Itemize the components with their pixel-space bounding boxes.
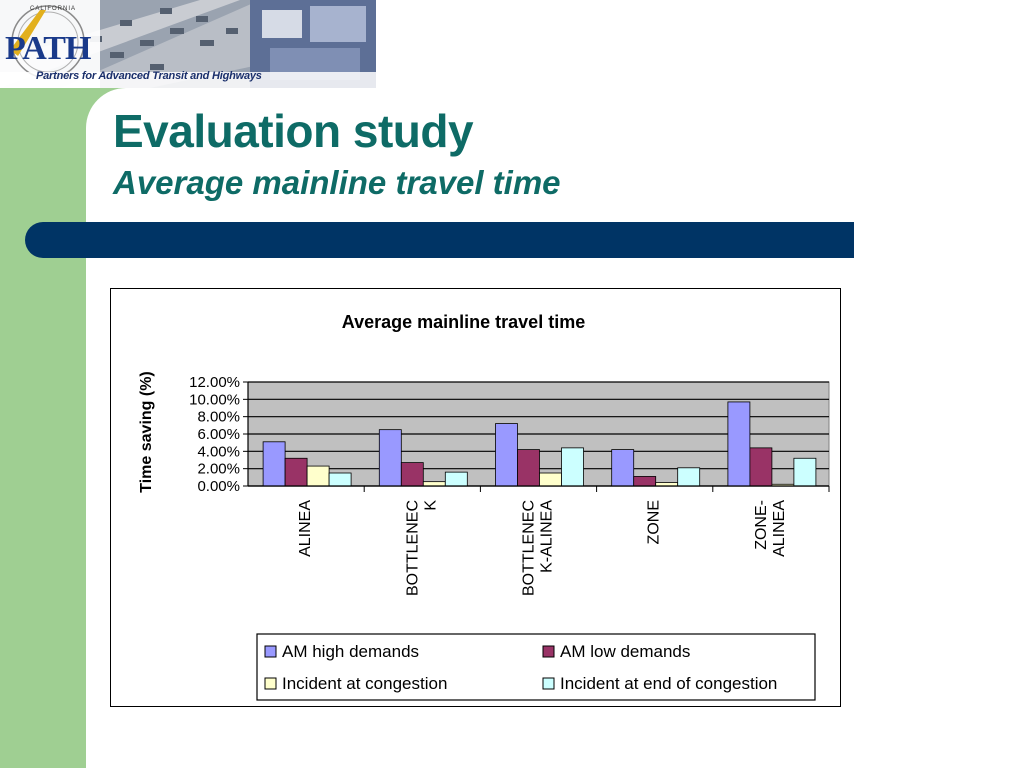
bar-chart: Average mainline travel time Time saving … [138,312,830,701]
bar [444,471,468,487]
x-tick-label: K-ALINEA [539,500,556,573]
bar [749,447,773,487]
bar [727,401,751,487]
bar [495,423,518,487]
bar [793,457,817,487]
y-tick-label: 4.00% [197,443,240,460]
x-tick-label: BOTTLENEC [521,500,538,596]
chart-title: Average mainline travel time [342,312,585,332]
bar [400,462,424,487]
legend-swatch [264,645,277,658]
bar [378,429,402,487]
bar [306,465,330,487]
page-subtitle: Average mainline travel time [113,164,561,201]
highway-photo [0,0,376,88]
legend-label: AM low demands [560,642,690,661]
title-divider-bar [25,222,854,258]
header-banner: CALIFORNIA PATH Partners for Advanced Tr… [0,0,376,88]
legend [256,633,816,701]
y-axis-label: Time saving (%) [138,371,155,493]
path-logo: PATH [5,30,91,67]
x-tick-label: ZONE [646,500,663,544]
bar [517,449,540,487]
y-tick-label: 2.00% [197,461,240,478]
chart-frame: Average mainline travel time Time saving … [110,288,841,707]
y-tick-label: 8.00% [197,409,240,426]
x-tick-label: ALINEA [297,500,314,557]
legend-swatch [542,677,555,690]
y-tick-label: 10.00% [189,391,240,408]
logo-tagline: Partners for Advanced Transit and Highwa… [36,70,262,82]
bar [677,467,701,487]
bar [633,476,657,487]
x-tick-label: K [422,500,439,511]
bar [328,472,352,487]
legend-label: Incident at congestion [282,674,447,693]
logo-arc-text: CALIFORNIA [30,6,77,12]
left-decorative-strip [0,88,86,768]
legend-swatch [264,677,277,690]
legend-label: AM high demands [282,642,419,661]
x-tick-label: BOTTLENEC [404,500,421,596]
y-tick-label: 0.00% [197,478,240,495]
page-title: Evaluation study [113,105,474,157]
x-tick-label: ALINEA [771,500,788,557]
bar [262,441,286,487]
x-tick-label: ZONE- [753,500,770,550]
bar [561,447,584,487]
bar [284,457,308,487]
y-tick-label: 6.00% [197,426,240,443]
left-strip-curve [86,88,126,128]
legend-label: Incident at end of congestion [560,674,777,693]
y-tick-label: 12.00% [189,374,240,391]
legend-swatch [542,645,555,658]
bar [422,481,446,487]
bar [611,449,635,487]
bar [539,472,562,487]
